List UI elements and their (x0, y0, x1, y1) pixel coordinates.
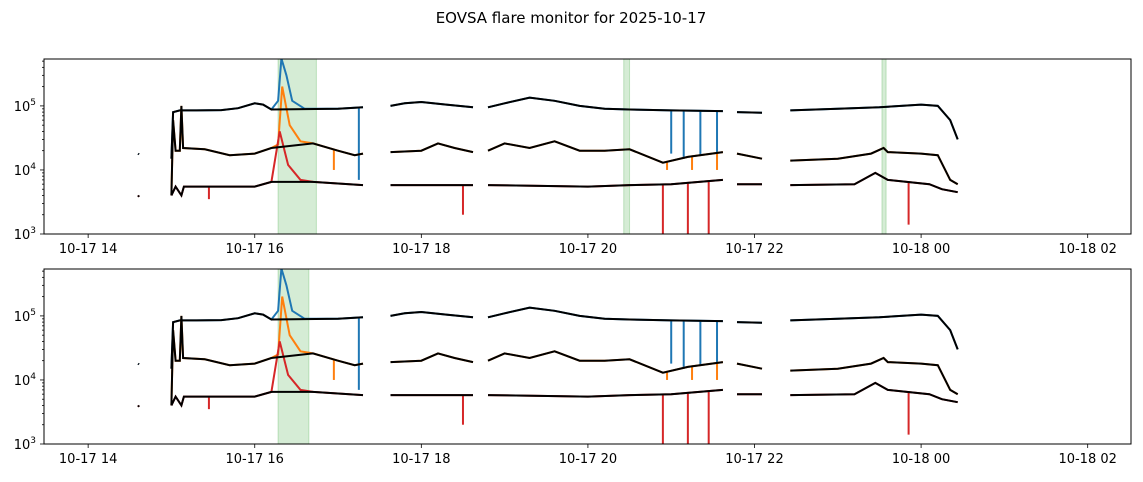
blue-fit-line (790, 103, 959, 140)
axes-frame (43, 58, 1132, 235)
x-tick-label: 10-18 00 (892, 452, 950, 467)
y-tick-exponent: 5 (30, 308, 36, 318)
chart-title: EOVSA flare monitor for 2025-10-17 (436, 9, 707, 27)
orange-fit-line (790, 146, 959, 186)
x-tick-label: 10-17 18 (392, 452, 450, 467)
x-tick-label: 10-17 14 (59, 242, 117, 257)
y-tick-exponent: 3 (30, 226, 36, 236)
x-tick-label: 10-17 16 (226, 242, 284, 257)
red-fit-line (137, 194, 140, 198)
y-tick-label: 105 (14, 308, 36, 325)
blue-fit-line (137, 152, 140, 156)
red-fit-line (170, 180, 364, 198)
y-tick-base: 10 (14, 438, 31, 453)
y-tick-label: 105 (14, 98, 36, 115)
red-fit-line (487, 178, 723, 188)
blue-fit-line (170, 102, 364, 159)
x-tick-label: 10-17 20 (559, 452, 617, 467)
blue-fit-line (487, 306, 723, 323)
red-fit-line (170, 390, 364, 408)
orange-fit-line (170, 105, 364, 196)
orange-series-line (487, 350, 724, 374)
orange-series-line (170, 86, 364, 196)
x-tick-label: 10-18 02 (1058, 452, 1116, 467)
orange-fit-line (390, 142, 474, 154)
orange-series-line (170, 296, 364, 406)
x-tick-label: 10-17 22 (725, 452, 783, 467)
orange-fit-line (736, 362, 763, 370)
orange-fit-line (170, 315, 364, 406)
flare-window (623, 58, 631, 235)
red-fit-line (790, 381, 958, 404)
orange-fit-line (390, 352, 474, 364)
y-tick-exponent: 5 (30, 98, 36, 108)
orange-series-line (790, 146, 959, 186)
orange-fit-line (736, 152, 763, 160)
flare-window (881, 58, 887, 235)
y-tick-base: 10 (14, 164, 31, 179)
x-tick-label: 10-17 20 (559, 242, 617, 257)
orange-series-line (790, 356, 959, 396)
x-tick-label: 10-18 02 (1058, 242, 1116, 257)
blue-fit-line (736, 321, 763, 324)
y-tick-label: 104 (14, 372, 37, 389)
blue-fit-line (790, 313, 959, 350)
x-tick-label: 10-17 16 (226, 452, 284, 467)
x-tick-label: 10-17 22 (725, 242, 783, 257)
y-tick-exponent: 4 (30, 162, 36, 172)
x-tick-label: 10-17 18 (392, 242, 450, 257)
orange-fit-line (790, 356, 959, 396)
data-lines (137, 59, 959, 234)
blue-fit-line (487, 96, 723, 113)
blue-fit-line (390, 310, 474, 319)
x-tick-label: 10-18 00 (892, 242, 950, 257)
y-tick-label: 103 (14, 436, 36, 453)
blue-fit-line (390, 100, 474, 109)
data-lines (137, 269, 959, 444)
orange-fit-line (487, 350, 724, 374)
orange-fit-line (487, 140, 724, 164)
axes-frame (43, 268, 1132, 445)
red-fit-line (137, 404, 140, 408)
y-tick-base: 10 (14, 374, 31, 389)
y-tick-base: 10 (14, 100, 31, 115)
red-series-line (790, 171, 958, 194)
red-fit-line (487, 388, 723, 398)
y-tick-exponent: 3 (30, 436, 36, 446)
orange-series-line (487, 140, 724, 164)
y-tick-label: 104 (14, 162, 37, 179)
y-tick-exponent: 4 (30, 372, 36, 382)
blue-fit-line (170, 312, 364, 369)
blue-fit-line (137, 362, 140, 366)
blue-fit-line (736, 111, 763, 114)
red-fit-line (790, 171, 958, 194)
y-tick-base: 10 (14, 310, 31, 325)
y-tick-label: 103 (14, 226, 36, 243)
y-tick-base: 10 (14, 228, 31, 243)
x-tick-label: 10-17 14 (59, 452, 117, 467)
red-series-line (790, 381, 958, 404)
